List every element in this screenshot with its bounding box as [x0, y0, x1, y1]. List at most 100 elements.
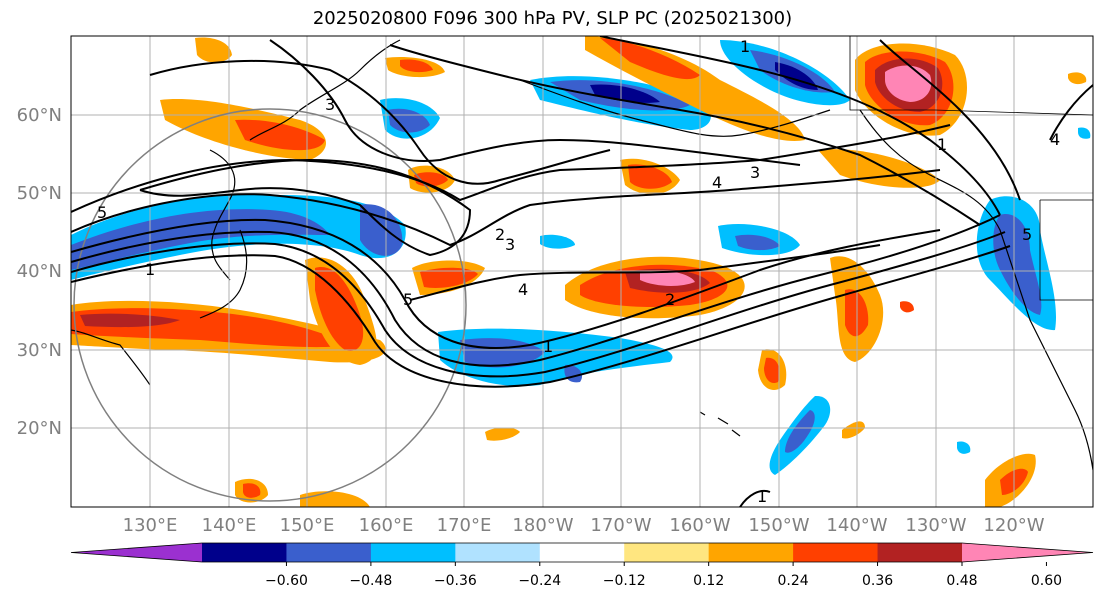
colorbar-swatch: [202, 543, 287, 562]
pv-negative-region: [1078, 127, 1091, 139]
contour-line: [269, 39, 801, 166]
contour-label: 4: [518, 280, 528, 299]
contour-line: [71, 214, 1001, 367]
colorbar-swatch: [708, 543, 794, 562]
lat-label: 30°N: [17, 340, 62, 361]
contour-label: 3: [505, 235, 515, 254]
lat-label: 60°N: [17, 105, 62, 126]
contour-label: 3: [325, 95, 335, 114]
colorbar-tick-label: −0.24: [518, 573, 561, 589]
pv-negative-region: [735, 234, 780, 251]
lon-label: 150°E: [280, 515, 335, 536]
pv-negative-region: [71, 209, 330, 270]
contour-label: 1: [937, 135, 947, 154]
pv-negative-region: [957, 441, 971, 454]
range-circle: [73, 108, 467, 502]
slp-contours: [71, 36, 1093, 507]
colorbar-tick-label: 0.36: [862, 573, 893, 589]
pv-positive-region: [764, 357, 780, 384]
colorbar: −0.60 −0.48 −0.36 −0.24 −0.12 0.12 0.24 0.36 0.4…: [70, 542, 1094, 589]
pv-positive-region: [315, 267, 364, 351]
contour-label: 5: [1022, 225, 1032, 244]
coastlines: [71, 39, 1093, 471]
lon-label: 180°W: [512, 515, 573, 536]
lon-label: 160°E: [359, 515, 414, 536]
coastline-aleutians: [519, 79, 831, 137]
contour-line: [71, 218, 941, 349]
pv-positive-region: [80, 313, 180, 328]
political-borders: [849, 36, 1093, 301]
contour-label: 4: [1050, 130, 1060, 149]
contour-line: [389, 44, 981, 226]
colorbar-tick-label: 0.24: [778, 573, 809, 589]
colorbar-tick-label: 0.48: [946, 573, 977, 589]
lon-label: 170°W: [590, 515, 651, 536]
colorbar-swatch: [455, 543, 541, 562]
pv-positive-region: [628, 164, 672, 189]
lon-label: 140°E: [202, 515, 257, 536]
pv-positive-region: [600, 38, 700, 80]
map-title: 2025020800 F096 300 hPa PV, SLP PC (2025…: [312, 8, 793, 29]
pv-positive-region: [235, 119, 325, 151]
contour-label: 4: [712, 173, 722, 192]
colorbar-extend-max: [962, 543, 1093, 562]
contour-label: 1: [740, 37, 750, 56]
contour-line: [71, 124, 951, 213]
contour-line: [139, 158, 472, 257]
pv-positive-region: [900, 301, 914, 313]
pv-positive-region: [400, 59, 433, 73]
contour-label: 5: [97, 203, 107, 222]
pv-negative-region: [540, 234, 575, 249]
lon-axis-labels: 130°E 140°E 150°E 160°E 170°E 180°W 170°…: [123, 515, 1045, 536]
lon-label: 170°E: [437, 515, 492, 536]
pv-positive-region: [818, 149, 940, 188]
gridlines: [71, 36, 1093, 507]
pv-negative-region: [993, 214, 1042, 315]
contour-line: [599, 36, 1001, 216]
colorbar-swatch: [877, 543, 963, 562]
lon-label: 160°W: [669, 515, 730, 536]
contour-label: 3: [750, 163, 760, 182]
colorbar-swatch: [793, 543, 879, 562]
coastline-japan: [199, 229, 248, 319]
lon-label: 150°W: [748, 515, 809, 536]
colorbar-swatch: [286, 543, 372, 562]
contour-line: [879, 39, 1021, 201]
contour-label: 2: [665, 290, 675, 309]
pv-positive-region: [485, 427, 520, 441]
colorbar-tick-label: −0.36: [434, 573, 477, 589]
colorbar-swatch: [370, 543, 456, 562]
contour-line: [409, 244, 881, 301]
coastline-china: [71, 329, 151, 386]
pv-negative-region: [71, 194, 406, 280]
contour-line: [149, 59, 611, 185]
contour-label: 1: [757, 487, 767, 506]
contour-line: [71, 169, 941, 247]
lat-label: 20°N: [17, 418, 62, 439]
contour-line: [71, 245, 1011, 388]
lon-label: 130°W: [905, 515, 966, 536]
lat-label: 50°N: [17, 183, 62, 204]
lat-label: 40°N: [17, 261, 62, 282]
lon-label: 130°E: [123, 515, 178, 536]
contour-label: 5: [403, 290, 413, 309]
colorbar-tick-label: 0.60: [1031, 573, 1062, 589]
contour-line: [739, 489, 771, 507]
contour-label: 2: [495, 225, 505, 244]
colorbar-swatch: [624, 543, 710, 562]
border-states: [1039, 200, 1093, 301]
pv-positive-region: [640, 270, 695, 286]
lon-label: 120°W: [983, 515, 1044, 536]
pv-negative-region: [360, 204, 403, 256]
pv-positive-region: [1068, 72, 1087, 85]
pv-positive-region: [195, 37, 232, 63]
lat-axis-labels: 60°N 50°N 40°N 30°N 20°N: [17, 105, 62, 439]
colorbar-tick-label: −0.12: [603, 573, 646, 589]
colorbar-outline: [70, 542, 1094, 563]
contour-line: [1049, 84, 1093, 141]
colorbar-extend-min: [71, 543, 202, 562]
coastline-kamchatka: [249, 39, 401, 141]
colorbar-tick-label: 0.12: [693, 573, 724, 589]
contour-labels: 1 1 1 1 2 2 3 3 3 4 4 4 5 5 5 1: [97, 37, 1060, 506]
